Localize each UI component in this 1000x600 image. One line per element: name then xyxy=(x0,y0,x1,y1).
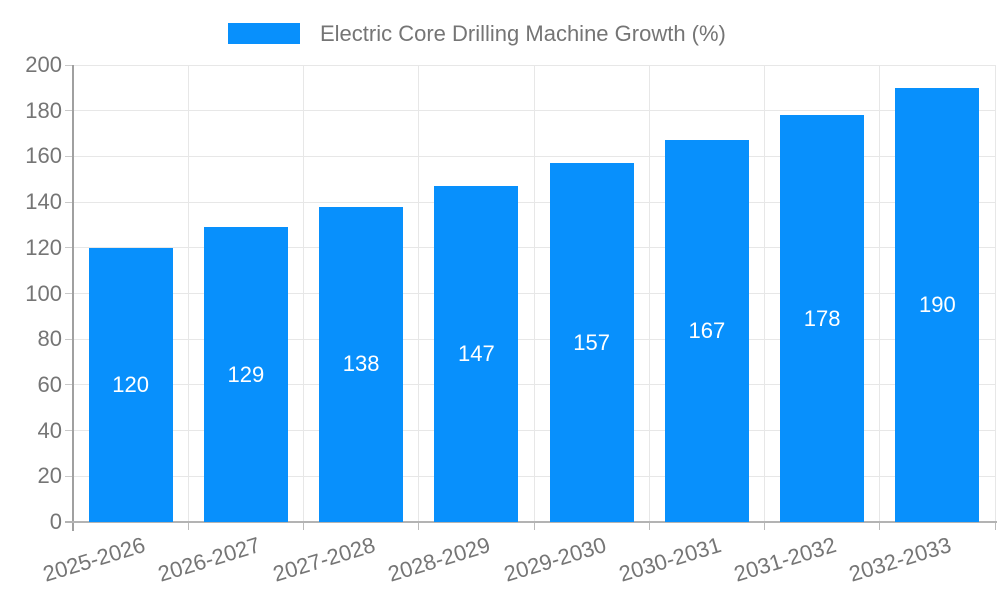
y-tick-label: 60 xyxy=(37,371,62,397)
bar-value-label: 178 xyxy=(803,305,841,331)
bar-value-label: 147 xyxy=(458,341,495,367)
y-tick-label: 40 xyxy=(37,417,62,443)
x-gridline xyxy=(648,65,650,522)
y-axis-tick xyxy=(65,384,73,386)
bar-2031-2032[interactable] xyxy=(780,115,865,522)
y-tick-label: 200 xyxy=(25,52,62,77)
bar-2029-2030[interactable] xyxy=(549,163,634,522)
x-axis-tick xyxy=(533,522,535,530)
x-axis-tick xyxy=(303,522,304,530)
y-tick-label: 100 xyxy=(25,280,62,306)
x-axis-tick xyxy=(648,522,650,530)
bar-value-label: 167 xyxy=(688,318,726,344)
x-gridline xyxy=(533,65,535,522)
legend-swatch[interactable] xyxy=(228,23,300,44)
x-gridline xyxy=(879,65,881,522)
y-tick-label: 160 xyxy=(25,143,62,169)
x-axis-tick xyxy=(879,522,881,530)
legend-label: Electric Core Drilling Machine Growth (%… xyxy=(320,21,726,46)
bar-2032-2033[interactable] xyxy=(895,87,980,522)
y-axis-tick xyxy=(65,338,73,340)
x-axis-tick xyxy=(418,522,420,530)
x-gridline xyxy=(764,65,765,522)
bar-2028-2029[interactable] xyxy=(434,186,519,522)
y-tick-label: 120 xyxy=(25,234,62,260)
y-axis-tick xyxy=(65,64,73,66)
bar-2026-2027[interactable] xyxy=(203,227,288,522)
x-axis-tick xyxy=(764,522,765,530)
y-axis-tick xyxy=(65,475,73,477)
x-axis-line xyxy=(65,521,997,523)
bar-value-label: 138 xyxy=(342,351,380,377)
y-tick-label: 20 xyxy=(37,463,62,489)
y-axis-tick xyxy=(65,293,73,294)
y-axis-line xyxy=(72,65,74,531)
y-axis-tick xyxy=(65,155,73,157)
x-axis-tick xyxy=(187,522,189,530)
x-gridline xyxy=(303,65,304,522)
bar-2030-2031[interactable] xyxy=(664,140,749,522)
y-axis-tick xyxy=(65,247,73,249)
x-gridline xyxy=(187,65,189,522)
y-tick-label: 80 xyxy=(37,326,62,352)
bar-value-label: 129 xyxy=(227,361,265,387)
y-tick-label: 0 xyxy=(49,509,62,534)
bar-2027-2028[interactable] xyxy=(319,206,404,522)
bar-value-label: 157 xyxy=(573,329,610,355)
chart-legend[interactable]: Electric Core Drilling Machine Growth (%… xyxy=(0,0,1000,55)
x-gridline xyxy=(994,65,996,522)
x-axis-tick xyxy=(994,522,996,530)
x-gridline xyxy=(418,65,420,522)
y-axis-tick xyxy=(65,110,73,112)
bar-value-label: 190 xyxy=(919,291,956,317)
y-axis-tick xyxy=(65,201,73,203)
y-axis-tick xyxy=(65,430,73,432)
y-tick-label: 140 xyxy=(25,189,62,215)
y-tick-label: 180 xyxy=(25,97,62,123)
bar-2025-2026[interactable] xyxy=(88,247,173,522)
bar-value-label: 120 xyxy=(112,371,149,397)
